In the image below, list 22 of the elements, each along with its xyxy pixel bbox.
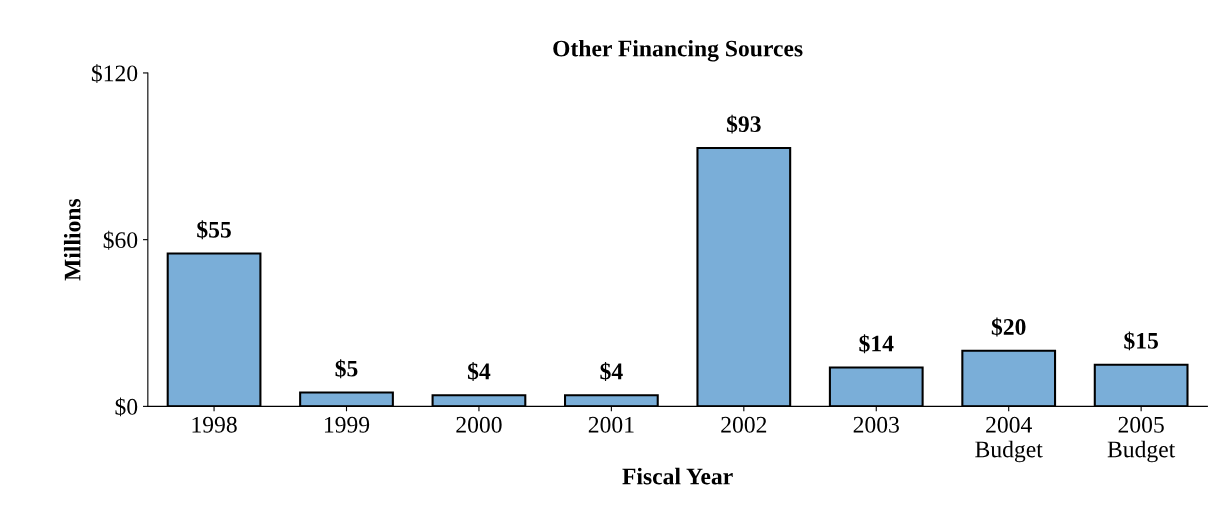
chart-title: Other Financing Sources [553,39,803,62]
data-label: $5 [335,359,358,379]
x-tick-label: 2000 [456,416,502,433]
data-label: $55 [197,220,231,240]
y-tick-label: $60 [103,230,138,250]
y-axis-title: Millions [63,198,81,281]
data-label: $4 [600,362,623,381]
x-tick-label: 2002 [721,416,767,433]
x-axis-title: Fiscal Year [622,467,733,485]
x-tick-label: 1998 [192,416,237,433]
data-label: $93 [726,114,761,134]
data-label: $14 [859,334,894,354]
y-tick-label: $0 [115,397,138,417]
x-tick-label: 2003 [853,416,899,433]
data-label: $15 [1124,331,1158,351]
data-label: $20 [991,317,1026,337]
x-tick-label: 2005 Budget [1107,416,1176,463]
y-tick-label: $120 [91,64,138,83]
x-tick-label: 1999 [324,416,370,433]
data-label: $4 [467,362,491,381]
x-tick-label: 2001 [588,416,634,433]
x-tick-label: 2004 Budget [975,416,1043,463]
